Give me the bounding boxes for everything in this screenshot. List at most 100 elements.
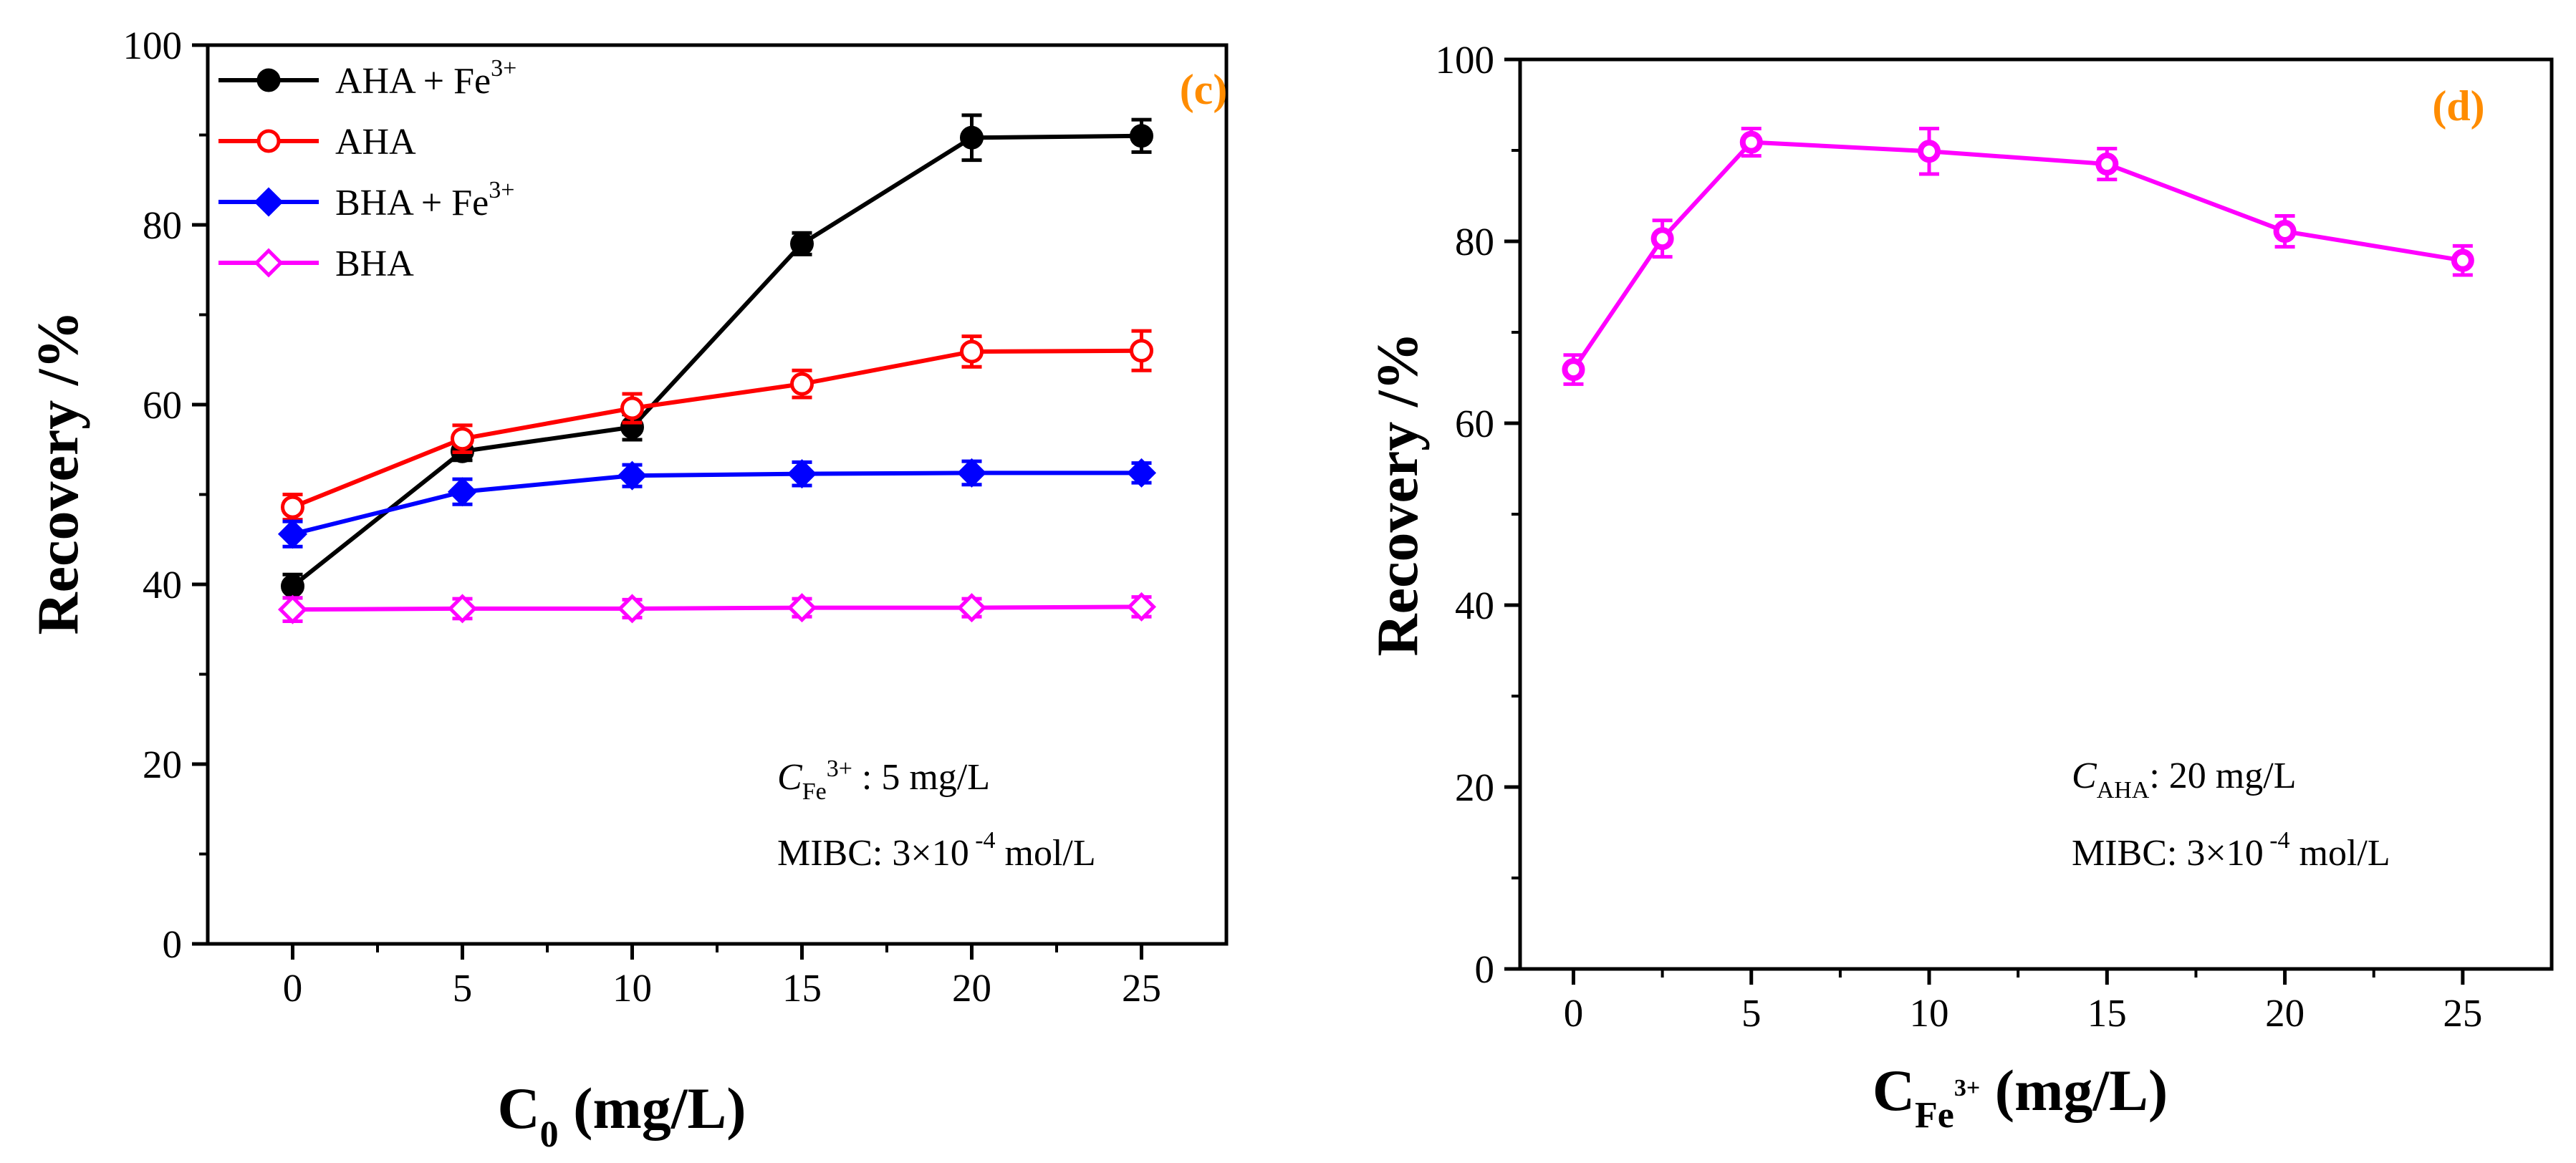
legend-label-superscript: 3+ [489, 177, 514, 203]
legend-label: AHA + Fe3+ [335, 55, 516, 102]
legend-marker [254, 187, 284, 217]
plot-frame [206, 43, 1229, 946]
legend: AHA + Fe3+ AHA BHA + Fe3+ BHA [218, 55, 516, 284]
y-tick-label: 60 [1455, 402, 1494, 445]
panel-label: (d) [2432, 82, 2484, 130]
x-axis-label-main: C [497, 1076, 539, 1141]
data-point [1739, 130, 1763, 154]
legend-label-text: BHA + Fe [335, 183, 489, 223]
data-point [960, 125, 984, 150]
data-point [277, 594, 308, 624]
annotation-c: C [777, 757, 803, 798]
annotation-value: : 5 mg/L [852, 757, 990, 798]
data-point [1126, 458, 1157, 488]
y-tick-label: 0 [163, 922, 183, 966]
series-line [1572, 140, 2464, 371]
x-tick-label: 25 [2443, 991, 2482, 1035]
y-tick-labels: 0 20 40 60 80 100 [123, 24, 183, 966]
y-tick-label: 60 [143, 383, 182, 427]
x-axis-label-superscript: 3+ [1954, 1075, 1980, 1101]
legend-marker [256, 68, 281, 92]
data-point [1918, 140, 1941, 163]
legend-item: AHA [218, 122, 416, 163]
series-2 [277, 458, 1157, 549]
data-point [281, 574, 304, 599]
x-tick-label: 10 [1910, 991, 1949, 1035]
data-point [787, 459, 817, 489]
x-tick-label: 20 [2265, 991, 2305, 1035]
data-point [277, 519, 308, 549]
panel-label: (c) [1180, 66, 1228, 113]
series-group [1562, 127, 2474, 386]
annotation-line-2: MIBC: 3×10 -4 mol/L [2072, 827, 2390, 874]
series-group [277, 113, 1157, 624]
x-tick-label: 0 [283, 966, 303, 1010]
data-point [956, 458, 987, 488]
data-point [447, 477, 478, 507]
y-tick-label: 20 [143, 743, 182, 786]
legend-label: AHA [335, 122, 416, 163]
series-1 [281, 329, 1153, 522]
series-line [292, 604, 1142, 612]
legend-item: BHA + Fe3+ [218, 177, 514, 223]
x-axis-label: C0 (mg/L) [497, 1076, 746, 1155]
legend-item: AHA + Fe3+ [218, 55, 516, 102]
data-point [281, 495, 304, 519]
annotation-superscript: 3+ [827, 756, 852, 782]
tick-marks [192, 43, 1143, 960]
annotation-c: C [2072, 756, 2097, 796]
annotation-value: : 20 mg/L [2149, 756, 2296, 796]
x-axis-label-subscript: Fe [1915, 1095, 1954, 1136]
legend-label: BHA [335, 243, 414, 284]
data-point [1126, 592, 1157, 622]
series-0 [1562, 127, 2474, 386]
data-point [2095, 153, 2119, 176]
y-tick-label: 0 [1475, 947, 1495, 991]
series-line [292, 348, 1142, 509]
data-point [1650, 227, 1674, 251]
x-axis-label: CFe3+ (mg/L) [1873, 1058, 2168, 1136]
data-point [451, 427, 474, 451]
data-point [787, 593, 817, 623]
data-point [790, 372, 814, 396]
data-point [956, 593, 987, 623]
data-point [447, 594, 478, 624]
y-tick-label: 40 [143, 563, 182, 607]
annotation-mibc: MIBC: 3×10 [777, 833, 969, 874]
annotation-exponent: -4 [969, 827, 996, 854]
data-point [617, 594, 648, 624]
annotation-unit: mol/L [2290, 833, 2390, 874]
x-axis-label-unit: (mg/L) [559, 1076, 746, 1141]
y-axis-label: Recovery /% [25, 310, 90, 634]
data-point [1130, 339, 1153, 363]
y-tick-labels: 0 20 40 60 80 100 [1436, 38, 1495, 991]
legend-label-text: AHA [335, 122, 416, 163]
x-tick-label: 10 [612, 966, 652, 1010]
y-tick-label: 100 [1436, 38, 1495, 82]
x-axis-label-main: C [1873, 1058, 1915, 1123]
y-tick-label: 40 [1455, 584, 1494, 627]
annotation-exponent: -4 [2264, 827, 2290, 854]
data-point [2273, 220, 2297, 243]
legend-marker [256, 129, 281, 153]
data-point [2451, 248, 2474, 272]
x-axis-label-unit: (mg/L) [1980, 1058, 2168, 1123]
y-tick-label: 80 [1455, 220, 1494, 264]
data-point [1130, 124, 1153, 148]
annotation-line-1: CFe3+ : 5 mg/L [777, 756, 990, 805]
x-tick-label: 5 [453, 966, 473, 1010]
annotation-subscript: AHA [2097, 777, 2150, 804]
legend-label: BHA + Fe3+ [335, 177, 514, 223]
y-tick-label: 80 [143, 203, 182, 247]
y-tick-label: 100 [123, 24, 183, 67]
annotation-mibc: MIBC: 3×10 [2072, 833, 2264, 874]
tick-marks [1504, 57, 2465, 985]
y-tick-label: 20 [1455, 766, 1494, 809]
y-axis-label: Recovery /% [1365, 332, 1430, 656]
x-tick-labels: 0 5 10 15 20 25 [1564, 991, 2483, 1035]
series-3 [277, 592, 1157, 624]
x-tick-labels: 0 5 10 15 20 25 [283, 966, 1161, 1010]
